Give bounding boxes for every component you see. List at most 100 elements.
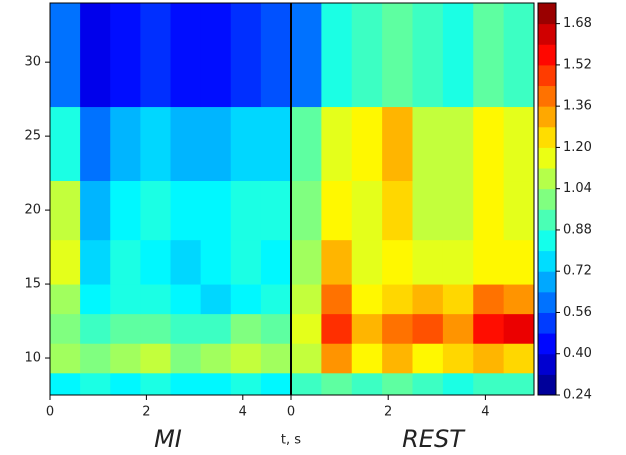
heatmap-cell [200, 180, 232, 241]
heatmap-cell [291, 3, 322, 108]
heatmap-cell [382, 313, 413, 344]
colorbar-band [538, 126, 556, 148]
heatmap-cell [503, 284, 535, 315]
heatmap-cell [412, 343, 444, 374]
heatmap-cell [291, 372, 322, 396]
heatmap-cell [442, 313, 474, 344]
heatmap-cell [503, 343, 535, 374]
heatmap-cell [170, 180, 202, 241]
heatmap-cell [80, 313, 111, 344]
heatmap-cell [260, 343, 292, 374]
heatmap-cell [321, 343, 353, 374]
colorbar-tick-label: 1.20 [563, 140, 592, 155]
heatmap-cell [80, 284, 111, 315]
heatmap-cell [351, 239, 383, 285]
heatmap-cell [110, 313, 141, 344]
colorbar-band [538, 250, 556, 272]
heatmap-cell [50, 3, 81, 108]
heatmap-cell [473, 106, 505, 182]
x-axis-label: t, s [281, 433, 301, 448]
heatmap-cell [382, 180, 413, 241]
heatmap-cell [503, 313, 535, 344]
heatmap-cell [260, 313, 292, 344]
colorbar-band [538, 23, 556, 45]
colorbar-band [538, 147, 556, 169]
heatmap-cell [110, 372, 141, 396]
colorbar-band [538, 312, 556, 334]
heatmap-cell [230, 239, 262, 285]
heatmap-cell [321, 313, 353, 344]
colorbar-band [538, 353, 556, 375]
heatmap-cell [80, 239, 111, 285]
heatmap-cell [382, 3, 413, 108]
y-tick-label: 25 [24, 129, 41, 144]
colorbar-tick-label: 0.88 [563, 222, 592, 237]
heatmap-cell [442, 106, 474, 182]
colorbar-band [538, 333, 556, 355]
heatmap-cell [110, 284, 141, 315]
heatmap-cell [412, 180, 444, 241]
heatmap-cell [473, 372, 505, 396]
colorbar-band [538, 209, 556, 231]
colorbar-band [538, 106, 556, 128]
heatmap-cell [260, 3, 292, 108]
heatmap-cell [412, 372, 444, 396]
heatmap-cell [200, 284, 232, 315]
heatmap-cell [50, 180, 81, 241]
heatmap-cell [503, 180, 535, 241]
heatmap-cell [50, 106, 81, 182]
heatmap-cell [80, 106, 111, 182]
heatmap-cell [140, 284, 171, 315]
heatmap-cell [50, 372, 81, 396]
heatmap-cell [442, 180, 474, 241]
heatmap-cell [110, 180, 141, 241]
heatmap-cell [140, 106, 171, 182]
x-tick-label: 4 [481, 405, 489, 420]
heatmap-cell [200, 3, 232, 108]
heatmap-cell [473, 343, 505, 374]
panel-label: REST [402, 425, 466, 453]
heatmap-cell [260, 180, 292, 241]
heatmap-cell [382, 343, 413, 374]
heatmap-cell [140, 3, 171, 108]
colorbar-band [538, 229, 556, 252]
colorbar-band [538, 3, 556, 25]
colorbar-tick-label: 1.04 [563, 181, 592, 196]
heatmap-cell [412, 106, 444, 182]
heatmap-cell [50, 343, 81, 374]
heatmap-cell [170, 3, 202, 108]
heatmap-cell [170, 106, 202, 182]
heatmap-cell [473, 284, 505, 315]
heatmap-cell [200, 313, 232, 344]
heatmap-cell [351, 3, 383, 108]
x-tick-label: 2 [142, 405, 150, 420]
colorbar-band [538, 271, 556, 293]
heatmap-cell [442, 239, 474, 285]
heatmap-cell [291, 343, 322, 374]
y-tick-label: 15 [24, 277, 41, 292]
heatmap-cell [321, 372, 353, 396]
heatmap-cell [50, 284, 81, 315]
colorbar-band [538, 168, 556, 190]
heatmap-cell [291, 180, 322, 241]
heatmap-cell [140, 343, 171, 374]
colorbar-tick-label: 1.52 [563, 57, 592, 72]
heatmap-cell [260, 239, 292, 285]
heatmap-cell [321, 106, 353, 182]
heatmap-cell [110, 3, 141, 108]
heatmap-cell [321, 284, 353, 315]
y-tick-label: 20 [24, 203, 41, 218]
heatmap-cell [442, 284, 474, 315]
heatmap-cell [230, 343, 262, 374]
heatmap-cell [473, 313, 505, 344]
heatmap-cell [442, 372, 474, 396]
heatmap-cell [382, 284, 413, 315]
heatmap-cell [351, 372, 383, 396]
heatmap-cell [200, 239, 232, 285]
heatmap-cell [412, 239, 444, 285]
heatmap-cell [321, 3, 353, 108]
heatmap-cell [80, 372, 111, 396]
colorbar-tick-label: 0.40 [563, 346, 592, 361]
colorbar-band [538, 64, 556, 87]
